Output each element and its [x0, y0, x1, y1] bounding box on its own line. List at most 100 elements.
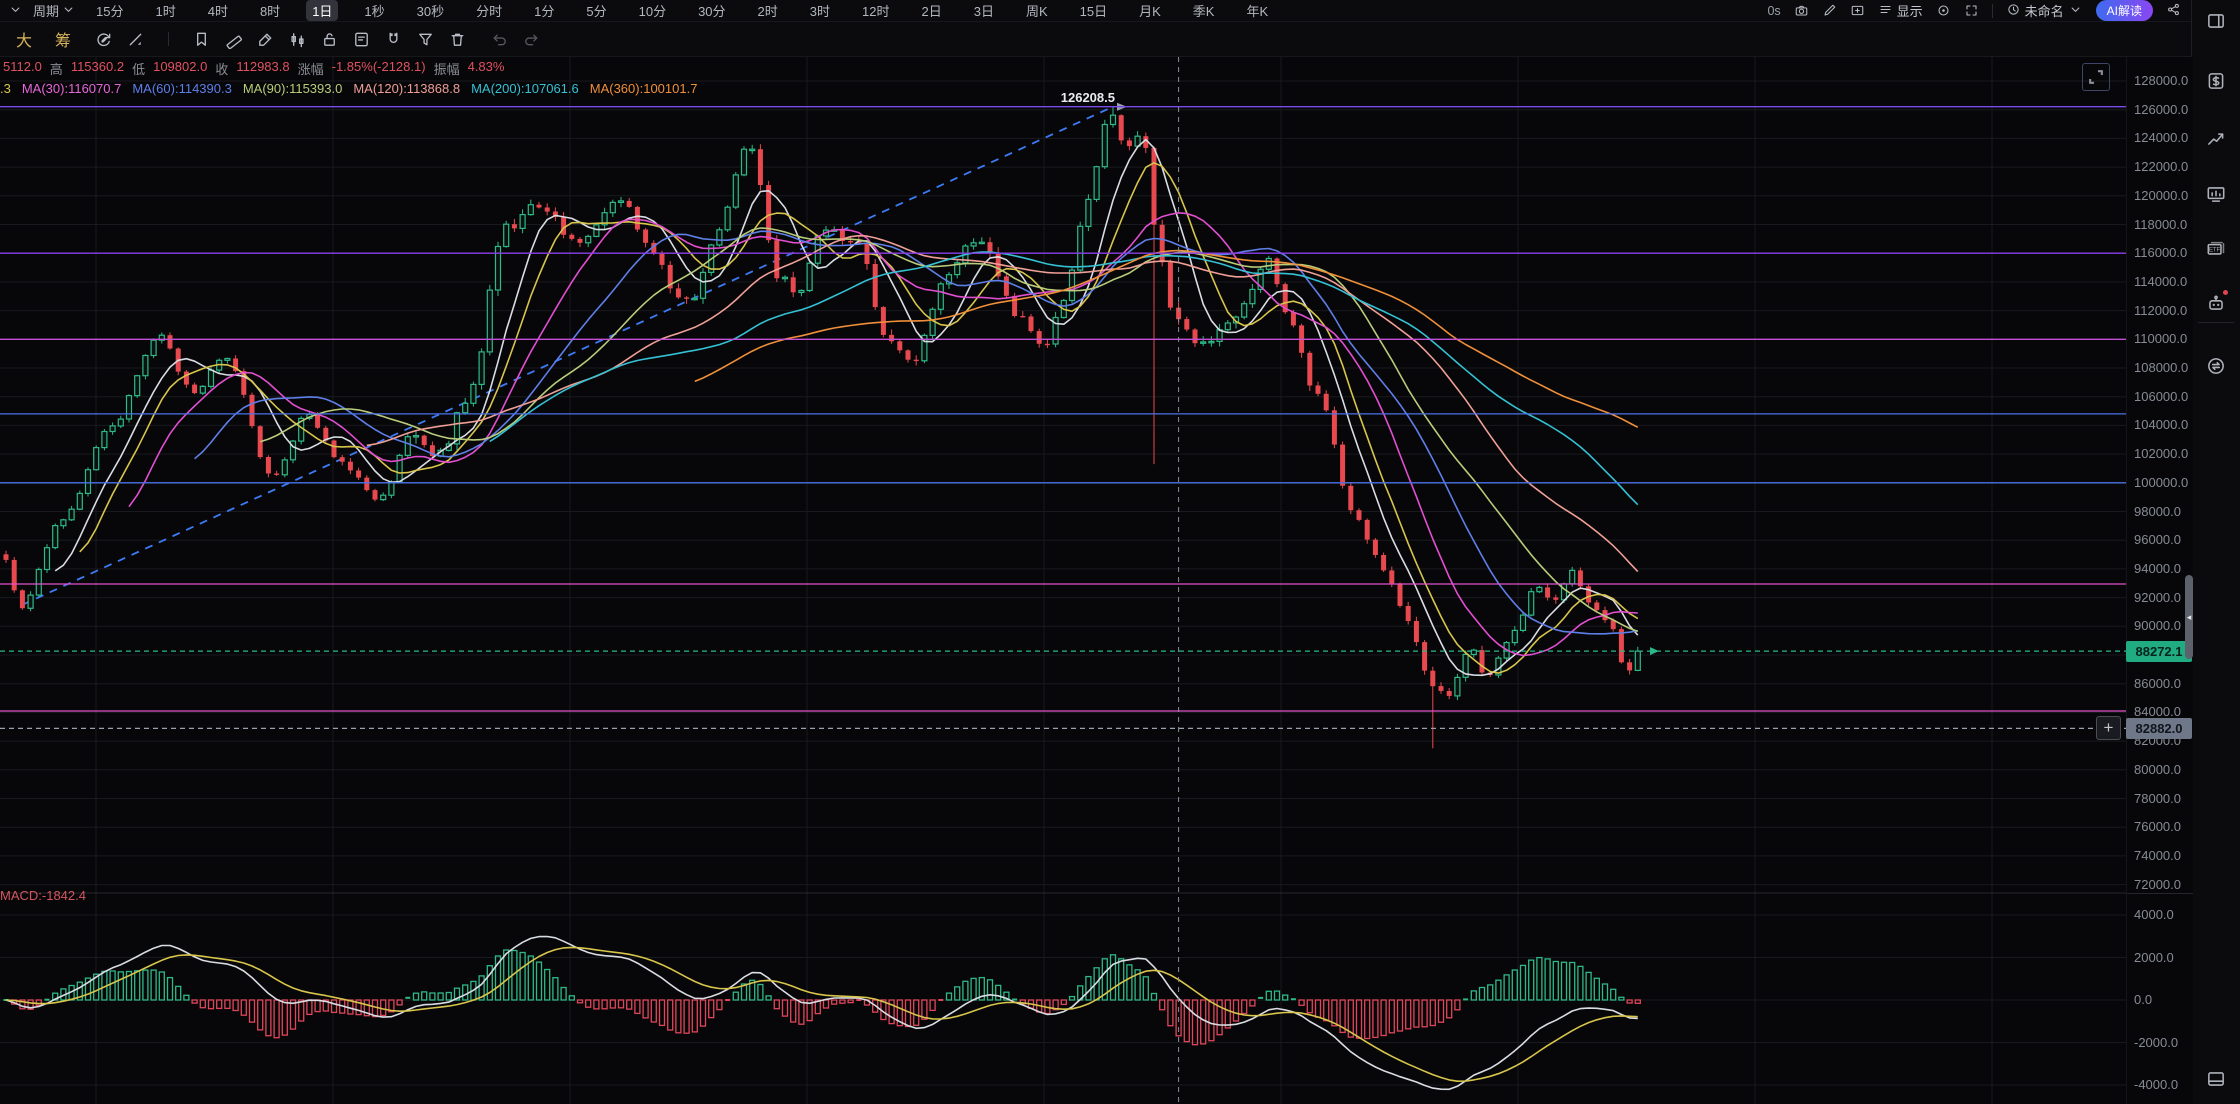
- replay-edit-icon[interactable]: [94, 30, 113, 49]
- axis-tick-label: 122000.0: [2134, 159, 2189, 175]
- right-sidebar: ETF: [2191, 0, 2240, 1104]
- axis-tick-label: 90000.0: [2134, 618, 2181, 634]
- toolbar-divider: [168, 32, 170, 46]
- pane-divider[interactable]: [2127, 893, 2193, 894]
- ma-readout-item: MA(360):100101.7: [589, 81, 698, 96]
- edit-pencil-icon[interactable]: [1822, 3, 1837, 18]
- axis-tick-label: 110000.0: [2134, 331, 2188, 347]
- clock-icon[interactable]: [2006, 2, 2021, 17]
- timeframe-button[interactable]: 30分: [698, 4, 726, 19]
- timeframe-button[interactable]: 5分: [586, 4, 607, 19]
- ohlc-value: 112983.8: [236, 59, 290, 74]
- list-menu-icon[interactable]: [1878, 2, 1893, 17]
- timeframe-button[interactable]: 15日: [1079, 4, 1108, 19]
- chevron-down-icon[interactable]: [8, 2, 23, 17]
- display-menu[interactable]: 显示: [1878, 1, 1923, 20]
- trash-icon[interactable]: [448, 30, 467, 49]
- timeframe-button[interactable]: 周K: [1025, 4, 1048, 19]
- font-size-tool[interactable]: 大: [16, 33, 33, 50]
- etf-icon[interactable]: ETF: [2205, 238, 2227, 260]
- main-chart-canvas[interactable]: [0, 57, 2126, 1104]
- target-icon[interactable]: [1936, 3, 1951, 18]
- axis-scroll-handle[interactable]: ◂: [2185, 575, 2193, 659]
- layout-name-label: 未命名: [2024, 4, 2064, 19]
- ohlc-value: 4.83%: [467, 59, 505, 74]
- axis-tick-label: 74000.0: [2134, 847, 2181, 863]
- axis-tick-label: 76000.0: [2134, 819, 2181, 835]
- magnet-icon[interactable]: [384, 30, 403, 49]
- price-axis[interactable]: 128000.0 126000.0 124000.0 122000.0 120000.0…: [2126, 57, 2193, 1104]
- timeframe-button[interactable]: 10分: [638, 4, 667, 19]
- axis-tick-label: 128000.0: [2134, 73, 2189, 88]
- pattern-icon[interactable]: [288, 30, 307, 49]
- axis-tick-label: 114000.0: [2134, 273, 2188, 289]
- camera-icon[interactable]: [1794, 3, 1809, 18]
- toolbar-right-cluster: 0s 显示 未命名 AI解读: [1767, 0, 2191, 21]
- timeframe-button[interactable]: 季K: [1192, 4, 1215, 19]
- chip-distribution-tool[interactable]: 筹: [55, 33, 72, 50]
- fund-dollar-icon[interactable]: [2205, 70, 2227, 92]
- axis-tick-label: 94000.0: [2134, 560, 2181, 576]
- axis-tick-label: 102000.0: [2134, 446, 2189, 462]
- axis-tick-label: 106000.0: [2134, 388, 2189, 404]
- unlock-icon[interactable]: [320, 30, 339, 49]
- axis-tick-label: 104000.0: [2134, 417, 2189, 433]
- chevron-down-icon[interactable]: [2068, 2, 2083, 17]
- ma-readout-item: MA(200):107061.6: [471, 81, 579, 96]
- cursor-line-icon[interactable]: [126, 30, 145, 49]
- sidebar-divider: [2198, 322, 2234, 323]
- undo-icon[interactable]: [490, 30, 509, 49]
- swap-icon[interactable]: [2205, 355, 2227, 377]
- funnel-icon[interactable]: [416, 30, 435, 49]
- ai-analysis-button[interactable]: AI解读: [2095, 0, 2154, 21]
- redo-icon[interactable]: [522, 30, 541, 49]
- timeframe-button[interactable]: 1日: [306, 0, 339, 21]
- axis-tick-label: 92000.0: [2134, 589, 2181, 605]
- chevron-down-icon[interactable]: [61, 2, 76, 17]
- layout-menu[interactable]: 未命名: [2006, 1, 2083, 20]
- timeframe-button[interactable]: 12时: [862, 4, 890, 19]
- timeframe-button[interactable]: 15分: [96, 4, 124, 19]
- add-order-button[interactable]: +: [2096, 716, 2121, 741]
- countdown-text: 0s: [1767, 3, 1781, 18]
- timeframe-button[interactable]: 30秒: [416, 4, 445, 19]
- timeframe-button[interactable]: 2日: [921, 4, 942, 19]
- add-pane-icon[interactable]: [1850, 3, 1865, 18]
- timeframe-button[interactable]: 4时: [207, 4, 228, 19]
- note-icon[interactable]: [352, 30, 371, 49]
- timeframe-button[interactable]: 分时: [476, 4, 503, 19]
- brush-icon[interactable]: [256, 30, 275, 49]
- timeframe-button[interactable]: 1秒: [364, 4, 385, 19]
- axis-tick-label: 118000.0: [2134, 216, 2188, 232]
- ohlc-label: 涨幅: [297, 62, 324, 77]
- period-dropdown[interactable]: 周期: [33, 1, 76, 20]
- chart-area[interactable]: 5112.0 高 115360.2 低 109802.0 收 112983.8 涨幅 -1.85…: [0, 57, 2193, 1104]
- layout-bottom-icon[interactable]: [2205, 1068, 2227, 1090]
- axis-tick-label: 86000.0: [2134, 675, 2181, 691]
- timeframe-button[interactable]: 年K: [1246, 4, 1269, 19]
- timeframe-button[interactable]: 3日: [973, 4, 994, 19]
- ruler-icon[interactable]: [224, 30, 243, 49]
- timeframe-button[interactable]: 1分: [534, 4, 555, 19]
- toolbar-divider: [1991, 3, 1993, 18]
- timeframe-button[interactable]: 3时: [809, 4, 831, 19]
- panel-right-icon[interactable]: [2205, 10, 2227, 32]
- bookmark-icon[interactable]: [192, 30, 211, 49]
- timeframe-button[interactable]: 2时: [757, 4, 778, 19]
- share-icon[interactable]: [2166, 2, 2181, 17]
- trend-up-icon[interactable]: [2205, 127, 2227, 149]
- axis-tick-label: 124000.0: [2134, 130, 2189, 146]
- fullscreen-icon[interactable]: [1964, 3, 1979, 18]
- timeframe-button[interactable]: 1时: [155, 4, 176, 19]
- ma-readout-item: .3: [0, 81, 11, 96]
- maximize-pane-icon[interactable]: [2082, 63, 2110, 91]
- timeframe-button[interactable]: 8时: [259, 4, 281, 19]
- axis-tick-label: -2000.0: [2134, 1034, 2179, 1050]
- timeframe-button[interactable]: 月K: [1139, 4, 1161, 19]
- ma-readout-item: MA(90):115393.0: [242, 81, 343, 96]
- macd-readout: MACD:-1842.4: [0, 888, 86, 903]
- axis-tick-label: 78000.0: [2134, 790, 2181, 806]
- chart-monitor-icon[interactable]: [2205, 183, 2227, 205]
- axis-tick-label: 112000.0: [2134, 302, 2188, 318]
- ai-robot-icon[interactable]: [2205, 290, 2229, 314]
